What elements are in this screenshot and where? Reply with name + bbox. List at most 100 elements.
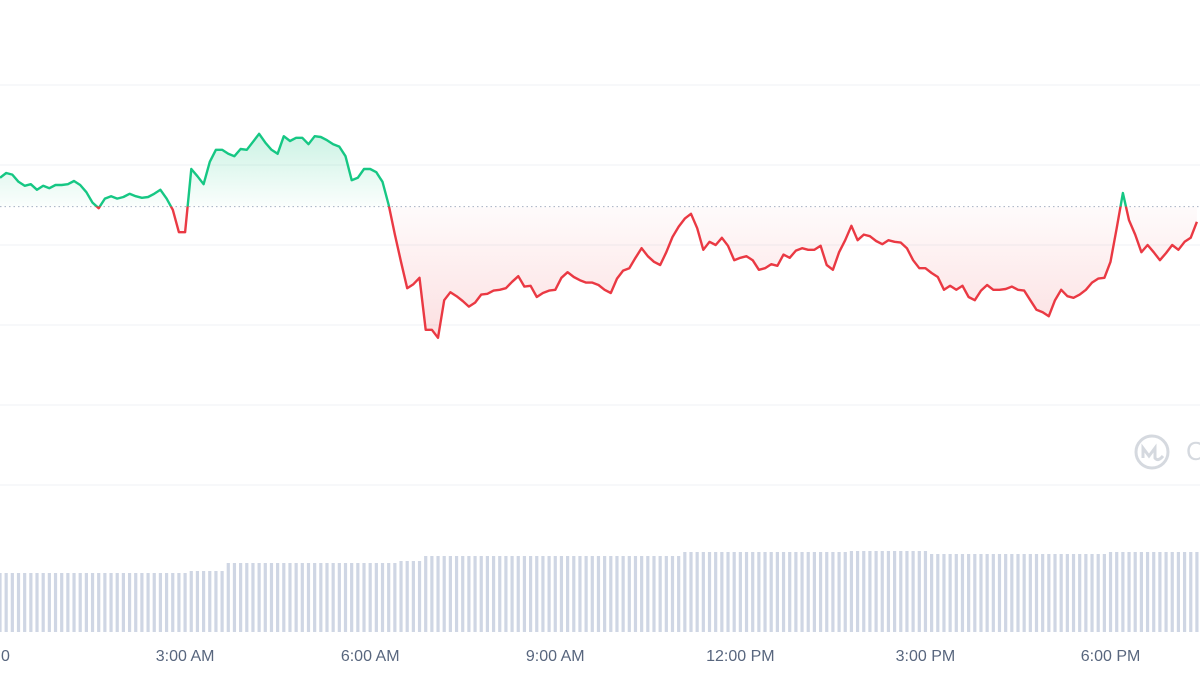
volume-bar [208, 571, 212, 632]
volume-bar [868, 551, 872, 632]
volume-bar [535, 556, 539, 632]
volume-bar [103, 573, 107, 632]
volume-bars [0, 551, 1199, 632]
volume-bar [220, 571, 224, 632]
volume-bar [47, 573, 51, 632]
volume-bar [226, 563, 230, 632]
volume-bar [775, 552, 779, 632]
watermark-logo-m [1141, 443, 1165, 462]
volume-bar [948, 554, 952, 632]
volume-bar [498, 556, 502, 632]
volume-bar [936, 554, 940, 632]
volume-bar [16, 573, 21, 632]
volume-bar [763, 552, 767, 632]
volume-bar [1189, 552, 1193, 632]
x-tick-label: 0 [1, 648, 10, 665]
volume-bar [960, 554, 965, 632]
volume-bar [862, 551, 866, 632]
volume-bar [146, 573, 150, 632]
volume-bar [343, 563, 348, 632]
volume-bar [374, 563, 378, 632]
volume-bar [430, 556, 434, 632]
watermark: C [1134, 434, 1200, 470]
volume-bar [214, 571, 218, 632]
volume-bar [127, 573, 132, 632]
volume-bar [53, 573, 58, 632]
volume-bar [609, 556, 613, 632]
volume-bar [405, 561, 409, 632]
volume-bar [652, 556, 656, 632]
volume-bar [121, 573, 125, 632]
volume-bar [732, 552, 736, 632]
volume-bar [695, 552, 699, 632]
volume-bar [152, 573, 156, 632]
volume-bar [658, 556, 662, 632]
volume-bar [0, 573, 2, 632]
x-tick-label: 6:00 AM [341, 648, 400, 665]
volume-bar [874, 551, 878, 632]
volume-bar [436, 556, 440, 632]
volume-bar [751, 552, 755, 632]
volume-bar [899, 551, 903, 632]
volume-bar [1059, 554, 1063, 632]
volume-bar [683, 552, 687, 632]
volume-bar [251, 563, 255, 632]
volume-bar [239, 563, 243, 632]
volume-bar [60, 573, 64, 632]
volume-bar [90, 573, 95, 632]
volume-bar [504, 556, 508, 632]
price-line [0, 132, 1199, 339]
volume-bar [1004, 554, 1008, 632]
volume-bar [911, 551, 915, 632]
volume-bar [1022, 554, 1026, 632]
volume-bar [164, 573, 169, 632]
volume-bar [578, 556, 582, 632]
volume-bar [714, 552, 718, 632]
volume-bar [547, 556, 551, 632]
volume-bar [1121, 552, 1125, 632]
volume-bar [257, 563, 261, 632]
volume-bar [1108, 552, 1113, 632]
volume-bar [738, 552, 742, 632]
volume-bar [109, 573, 113, 632]
volume-bar [744, 552, 749, 632]
volume-bar [707, 552, 712, 632]
volume-bar [1176, 552, 1181, 632]
volume-bar [923, 551, 928, 632]
volume-bar [245, 563, 249, 632]
volume-bar [1084, 554, 1088, 632]
volume-bar [1127, 552, 1131, 632]
volume-bar [633, 556, 638, 632]
volume-bar [788, 552, 792, 632]
volume-bar [991, 554, 995, 632]
volume-bar [646, 556, 650, 632]
volume-bar [115, 573, 119, 632]
volume-bar [84, 573, 88, 632]
volume-bar [1090, 554, 1094, 632]
volume-bar [300, 563, 304, 632]
volume-bar [97, 573, 101, 632]
volume-bar [886, 551, 891, 632]
volume-bar [720, 552, 724, 632]
volume-bar [35, 573, 39, 632]
volume-bar [522, 556, 527, 632]
volume-bar [380, 563, 385, 632]
volume-bar [276, 563, 280, 632]
volume-bar [769, 552, 773, 632]
volume-bar [23, 573, 27, 632]
volume-bar [1139, 552, 1143, 632]
volume-bar [177, 573, 181, 632]
volume-bar [393, 563, 397, 632]
volume-bar [1034, 554, 1039, 632]
volume-bar [615, 556, 619, 632]
volume-bar [467, 556, 471, 632]
volume-bar [232, 563, 237, 632]
volume-bar [1096, 554, 1100, 632]
volume-bar [677, 556, 681, 632]
volume-bar [473, 556, 477, 632]
volume-bar [171, 573, 175, 632]
volume-bar [794, 552, 798, 632]
volume-bar [584, 556, 588, 632]
volume-bar [41, 573, 45, 632]
volume-bar [837, 552, 841, 632]
